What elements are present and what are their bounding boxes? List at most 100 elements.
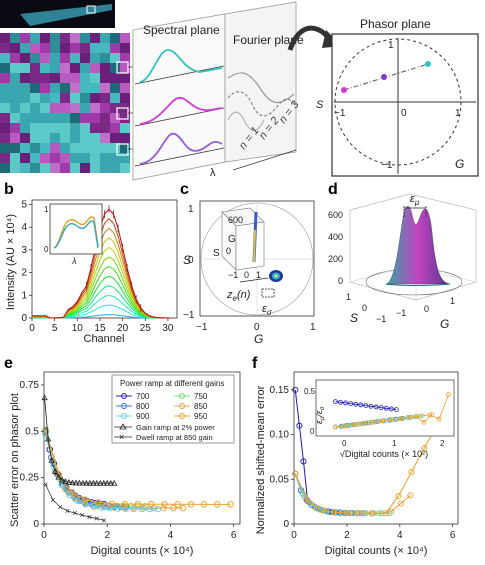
fourier-wave-1 — [227, 72, 295, 104]
pixel-cell — [100, 103, 110, 113]
pixel-cell — [60, 83, 70, 93]
panel-a: a Spectral plane λ Fourier plane n = 1 n… — [0, 0, 479, 181]
legend-dwell-text: Dwell ramp at 850 gain — [136, 433, 213, 442]
pixel-cell — [40, 83, 50, 93]
pixel-cell — [90, 113, 100, 123]
pixel-cell — [10, 153, 20, 163]
pixel-cell — [60, 43, 70, 53]
pixel-cell — [10, 123, 20, 133]
pixel-cell — [70, 153, 80, 163]
pixel-cell — [70, 93, 80, 103]
y-tick-label: 0 — [21, 313, 27, 324]
x-tick-label: 15 — [94, 323, 106, 334]
pixel-cell — [60, 163, 70, 173]
zoomed-image — [0, 33, 130, 173]
pixel-cell — [40, 143, 50, 153]
pixel-cell — [40, 103, 50, 113]
pixel-cell — [10, 53, 20, 63]
pixel-cell — [120, 93, 130, 103]
legend-gain-marker — [119, 423, 127, 430]
pixel-cell — [20, 73, 30, 83]
pixel-cell — [40, 53, 50, 63]
pixel-cell — [100, 43, 110, 53]
pixel-cell — [30, 133, 40, 143]
pixel-cell — [110, 33, 120, 43]
x-tick-label: 25 — [140, 323, 152, 334]
x-tick-label: 6 — [450, 530, 456, 541]
panel-f-inset-curves — [333, 392, 451, 430]
pixel-cell — [20, 143, 30, 153]
spectrum-violet — [139, 133, 223, 165]
pixel-cell — [0, 43, 10, 53]
roi-box-3 — [116, 143, 129, 156]
e-marker — [42, 431, 49, 438]
pixel-cell — [70, 43, 80, 53]
pixel-cell — [20, 123, 30, 133]
d-eps-label: εμ — [410, 193, 420, 207]
fourier-wave-2 — [227, 91, 295, 117]
legend-marker — [121, 393, 127, 399]
pixel-cell — [120, 123, 130, 133]
inset-line — [335, 394, 449, 428]
pixel-cell — [10, 113, 20, 123]
pixel-cell — [10, 33, 20, 43]
pixel-cell — [10, 43, 20, 53]
panel-f-ticks: 0 2 4 6 0 0.05 0.10 0.15 — [270, 385, 456, 541]
d-stick-1: 1 — [346, 292, 351, 302]
f-series-line — [294, 399, 451, 514]
pixel-cell — [80, 63, 90, 73]
pixel-cell — [30, 93, 40, 103]
pixel-cell — [70, 103, 80, 113]
c-ylabel: S — [183, 253, 191, 267]
pixel-cell — [90, 163, 100, 173]
pixel-cell — [0, 113, 10, 123]
f-series-line — [294, 473, 390, 514]
x-tick-label: 5 — [52, 323, 58, 334]
legend-marker — [121, 413, 127, 419]
legend-title: Power ramp at different gains — [120, 379, 224, 388]
c-ze-arrow — [239, 277, 269, 283]
pixel-cell — [0, 163, 10, 173]
c-inset-g: G — [228, 234, 236, 245]
pixel-cell — [30, 153, 40, 163]
pixel-cell — [100, 83, 110, 93]
pixel-cell — [110, 73, 120, 83]
pixel-cell — [120, 83, 130, 93]
pixel-cell — [110, 83, 120, 93]
panel-b-ylabel: Intensity (AU × 10⁴) — [5, 214, 17, 310]
d-surface-base — [385, 283, 451, 286]
pixel-cell — [50, 133, 60, 143]
f-inset-ytick-05: 0.5 — [304, 387, 316, 396]
pixel-cell — [100, 143, 110, 153]
pixel-cell — [90, 153, 100, 163]
legend-marker — [179, 413, 185, 419]
fourier-axis — [232, 149, 297, 171]
pixel-cell — [20, 83, 30, 93]
x-tick-label: 0 — [29, 323, 35, 334]
e-marker — [61, 485, 69, 493]
f-marker — [421, 445, 428, 452]
pixel-cell — [110, 93, 120, 103]
pixel-cell — [70, 73, 80, 83]
pixel-cell — [20, 113, 30, 123]
pixel-cell — [30, 123, 40, 133]
c-inset-tick-600: 600 — [228, 215, 243, 225]
e-series-line — [45, 429, 231, 505]
zoom-box — [86, 5, 96, 14]
legend-marker — [179, 393, 185, 399]
pixel-cell — [110, 103, 120, 113]
pixel-cell — [10, 83, 20, 93]
phasor-point-cyan — [425, 61, 431, 67]
f-series-line — [294, 473, 379, 514]
panel-e-ylabel: Scatter error on phasor plot — [9, 393, 21, 527]
phasor-plane-label: Phasor plane — [360, 17, 431, 31]
d-gtick-1: 1 — [450, 296, 455, 306]
gain-marker — [58, 476, 66, 483]
pixel-cell — [90, 143, 100, 153]
pixel-cell — [50, 43, 60, 53]
panel-f-xlabel: Digital counts (× 10⁴) — [325, 545, 428, 557]
pixel-cell — [50, 93, 60, 103]
pixel-cell — [30, 43, 40, 53]
pixel-cell — [20, 53, 30, 63]
dwell-ramp-line — [45, 484, 105, 521]
